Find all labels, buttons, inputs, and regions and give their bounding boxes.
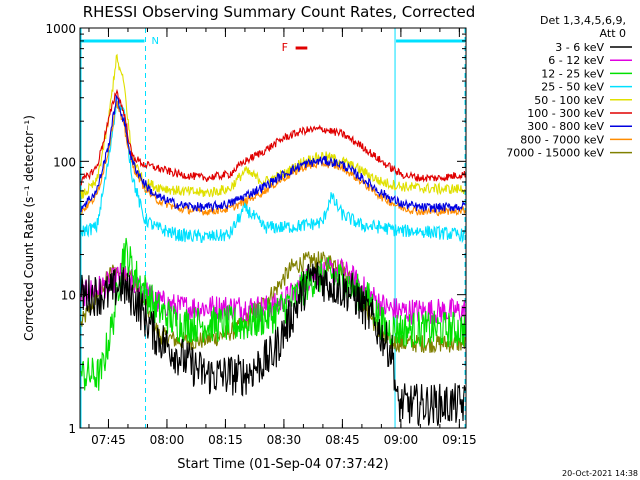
y-tick-label: 100 bbox=[53, 155, 76, 169]
series-line-0 bbox=[80, 262, 466, 426]
series-line-3 bbox=[80, 96, 466, 244]
x-tick-label: 07:45 bbox=[91, 433, 126, 447]
y-tick-label: 1000 bbox=[45, 22, 76, 36]
x-tick-label: 09:00 bbox=[384, 433, 419, 447]
legend-entry-label: 7000 - 15000 keV bbox=[506, 147, 604, 160]
legend-entry-label: 50 - 100 keV bbox=[534, 94, 604, 107]
y-tick-label: 1 bbox=[68, 422, 76, 436]
x-tick-label: 08:30 bbox=[267, 433, 302, 447]
bottom-stamp: 20-Oct-2021 14:38 bbox=[562, 469, 638, 478]
legend-entry-label: 800 - 7000 keV bbox=[520, 133, 604, 146]
y-tick-label: 10 bbox=[61, 289, 76, 303]
legend-entry-label: 6 - 12 keV bbox=[548, 54, 604, 67]
x-tick-label: 08:45 bbox=[325, 433, 360, 447]
series-layer bbox=[80, 53, 466, 426]
legend-entry-label: 100 - 300 keV bbox=[527, 107, 604, 120]
legend-header-line-1: Det 1,3,4,5,6,9, bbox=[540, 14, 626, 27]
series-line-1 bbox=[80, 257, 466, 325]
series-line-5 bbox=[80, 88, 466, 186]
night-label: N bbox=[152, 36, 159, 47]
x-axis-label: Start Time (01-Sep-04 07:37:42) bbox=[177, 457, 388, 472]
axes: 07:45 08:00 08:15 08:30 08:45 09:00 09:15 1 10 10… bbox=[45, 22, 476, 447]
legend-entry-label: 12 - 25 keV bbox=[541, 67, 604, 80]
night-markers: N bbox=[80, 28, 466, 428]
annotations: F bbox=[282, 41, 308, 54]
x-tick-label: 08:00 bbox=[150, 433, 185, 447]
legend-header-line-2: Att 0 bbox=[600, 27, 626, 40]
x-tick-label: 08:15 bbox=[208, 433, 243, 447]
series-line-2 bbox=[80, 237, 466, 391]
x-tick-label: 09:15 bbox=[442, 433, 477, 447]
legend-entry-label: 300 - 800 keV bbox=[527, 120, 604, 133]
series-line-6 bbox=[80, 95, 466, 213]
y-axis-label: Corrected Count Rate (s⁻¹ detector⁻¹) bbox=[22, 115, 36, 341]
plot-frame bbox=[79, 27, 467, 429]
flare-label: F bbox=[282, 41, 288, 54]
legend-entry-label: 25 - 50 keV bbox=[541, 81, 604, 94]
chart-title: RHESSI Observing Summary Count Rates, Co… bbox=[83, 3, 476, 21]
legend-entry-label: 3 - 6 keV bbox=[555, 41, 604, 54]
